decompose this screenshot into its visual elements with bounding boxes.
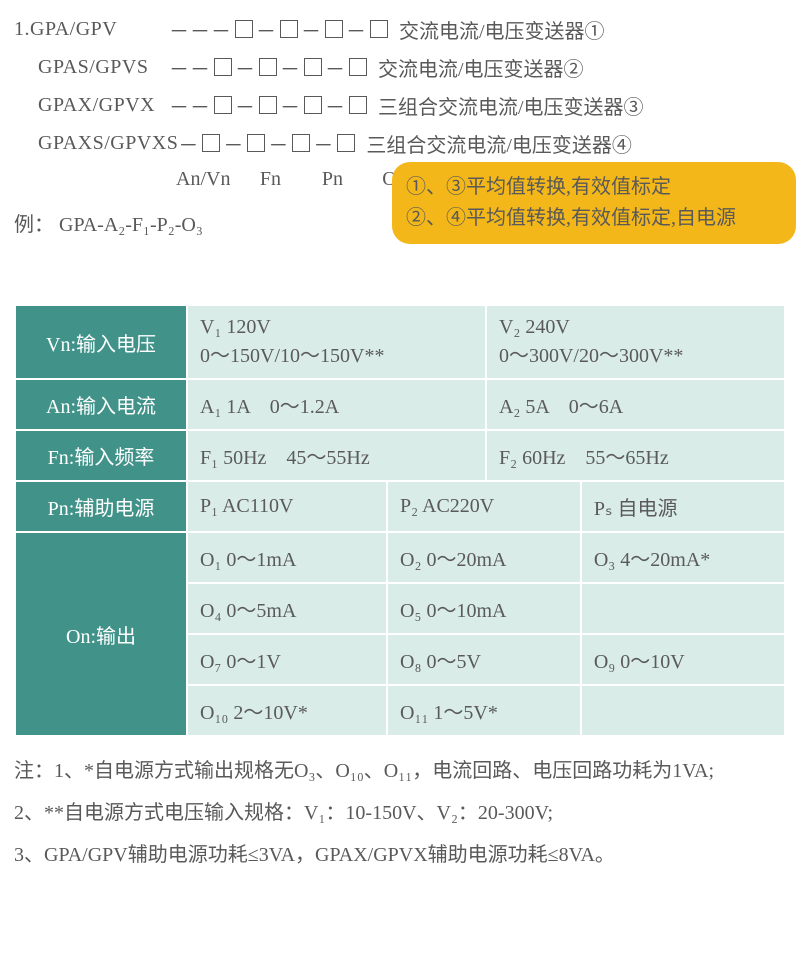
model-code: GPAS/GPVS (14, 56, 169, 79)
model-code: GPAXS/GPVXS (14, 132, 178, 155)
row-header: On:输出 (15, 532, 187, 736)
model-code: 1.GPA/GPV (14, 18, 169, 41)
table-row: Pn:辅助电源 P₁ AC110V P₂ AC220V Pₛ 自电源 (15, 481, 785, 532)
model-code: GPAX/GPVX (14, 94, 169, 117)
model-desc: 三组合交流电流/电压变送器④ (366, 129, 632, 158)
cell: O₅ 0～10mA (387, 583, 581, 634)
cell (581, 583, 785, 634)
table-row: Fn:输入频率 F₁ 50Hz 45～55Hz F₂ 60Hz 55～65Hz (15, 430, 785, 481)
row-header: Fn:输入频率 (15, 430, 187, 481)
cell (581, 685, 785, 736)
footnote: 3、GPA/GPV辅助电源功耗≤3VA，GPAX/GPVX辅助电源功耗≤8VA。 (14, 837, 786, 873)
spec-table: Vn:输入电压 V₁ 120V0～150V/10～150V** V₂ 240V0… (14, 304, 786, 737)
model-row-1: 1.GPA/GPV －－－－－－ 交流电流/电压变送器① (14, 10, 786, 48)
selector-boxes: －－－－－－ (169, 15, 391, 44)
table-row: Vn:输入电压 V₁ 120V0～150V/10～150V** V₂ 240V0… (15, 305, 785, 379)
model-row-3: GPAX/GPVX －－－－－ 三组合交流电流/电压变送器③ (14, 86, 786, 124)
table-row: An:输入电流 A₁ 1A 0～1.2A A₂ 5A 0～6A (15, 379, 785, 430)
model-row-4: GPAXS/GPVXS －－－－ 三组合交流电流/电压变送器④ (14, 124, 786, 162)
note-line: ①、③平均值转换,有效值标定 (406, 172, 782, 203)
param-label: Fn (248, 168, 292, 191)
cell: P₁ AC110V (187, 481, 387, 532)
cell: O₉ 0～10V (581, 634, 785, 685)
cell: O₁₁ 1～5V* (387, 685, 581, 736)
param-label: An/Vn (176, 168, 230, 191)
cell: O₃ 4～20mA* (581, 532, 785, 583)
footnote: 注：1、*自电源方式输出规格无O₃、O₁₀、O₁₁，电流回路、电压回路功耗为1V… (14, 753, 786, 789)
cell: F₁ 50Hz 45～55Hz (187, 430, 486, 481)
cell: V₂ 240V0～300V/20～300V** (486, 305, 785, 379)
model-desc: 交流电流/电压变送器① (399, 15, 605, 44)
cell: O₂ 0～20mA (387, 532, 581, 583)
cell: A₁ 1A 0～1.2A (187, 379, 486, 430)
cell: O₁₀ 2～10V* (187, 685, 387, 736)
cell: P₂ AC220V (387, 481, 581, 532)
note-line: ②、④平均值转换,有效值标定,自电源 (406, 203, 782, 234)
model-row-2: GPAS/GPVS －－－－－ 交流电流/电压变送器② (14, 48, 786, 86)
cell: F₂ 60Hz 55～65Hz (486, 430, 785, 481)
footnote: 2、**自电源方式电压输入规格：V₁：10-150V、V₂：20-300V; (14, 795, 786, 831)
selector-boxes: －－－－－ (169, 91, 370, 120)
cell: V₁ 120V0～150V/10～150V** (187, 305, 486, 379)
model-desc: 三组合交流电流/电压变送器③ (378, 91, 644, 120)
cell: A₂ 5A 0～6A (486, 379, 785, 430)
cell: O₁ 0～1mA (187, 532, 387, 583)
param-label: Pn (310, 168, 354, 191)
conversion-note-box: ①、③平均值转换,有效值标定 ②、④平均值转换,有效值标定,自电源 (392, 162, 796, 244)
row-header: An:输入电流 (15, 379, 187, 430)
table-row: On:输出 O₁ 0～1mA O₂ 0～20mA O₃ 4～20mA* (15, 532, 785, 583)
model-selection-diagram: 1.GPA/GPV －－－－－－ 交流电流/电压变送器① GPAS/GPVS －… (14, 10, 786, 290)
selector-boxes: －－－－ (178, 129, 358, 158)
footnotes: 注：1、*自电源方式输出规格无O₃、O₁₀、O₁₁，电流回路、电压回路功耗为1V… (14, 753, 786, 873)
row-header: Pn:辅助电源 (15, 481, 187, 532)
cell: O₄ 0～5mA (187, 583, 387, 634)
cell: O₈ 0～5V (387, 634, 581, 685)
cell: O₇ 0～1V (187, 634, 387, 685)
example-value: GPA-A₂-F₁-P₂-O₃ (59, 214, 203, 236)
selector-boxes: －－－－－ (169, 53, 370, 82)
model-desc: 交流电流/电压变送器② (378, 53, 584, 82)
row-header: Vn:输入电压 (15, 305, 187, 379)
cell: Pₛ 自电源 (581, 481, 785, 532)
param-labels: An/Vn Fn Pn On (176, 168, 416, 191)
